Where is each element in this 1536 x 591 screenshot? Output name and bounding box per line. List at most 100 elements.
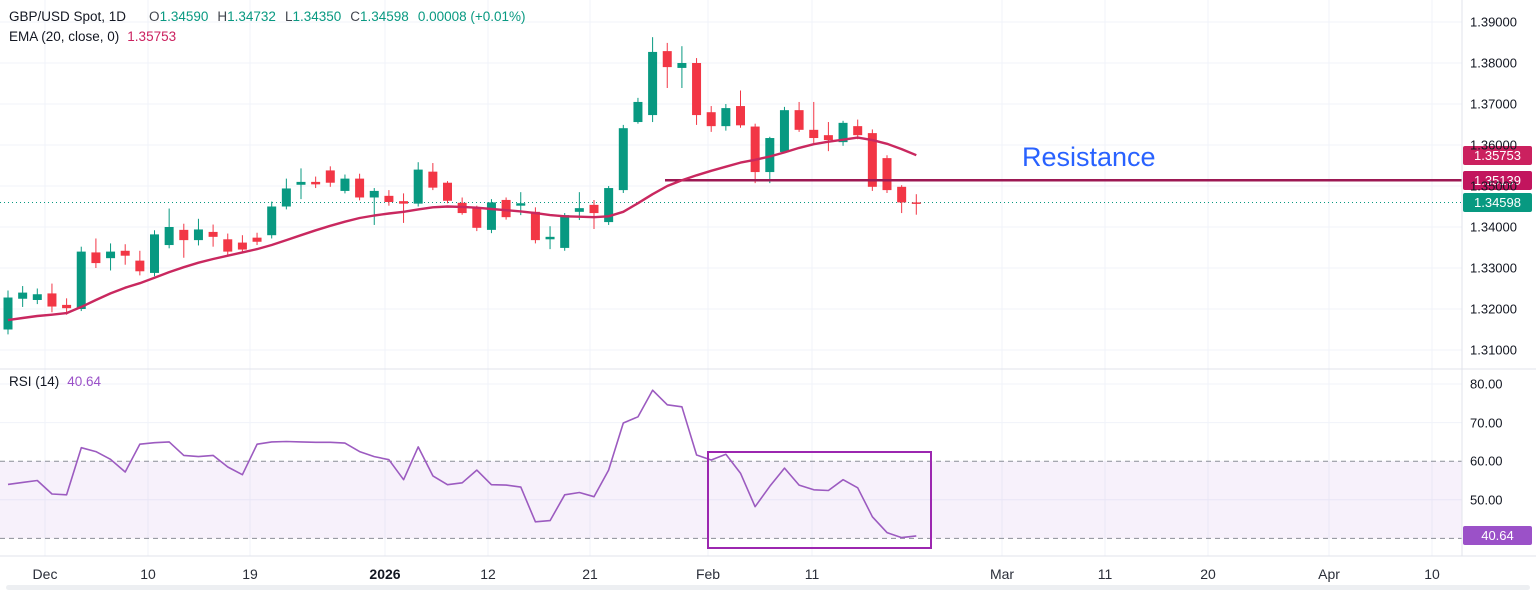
rsi-legend-row[interactable]: RSI (14) 40.64: [9, 374, 101, 389]
candle-body: [794, 110, 804, 130]
price-axis-label: 1.35000: [1470, 178, 1517, 194]
candle: [882, 155, 892, 193]
candle-body: [193, 229, 203, 241]
candle-body: [76, 251, 86, 309]
candle: [736, 90, 745, 128]
candle-body: [560, 215, 570, 248]
candle-body: [882, 158, 892, 191]
time-axis-label: Feb: [695, 566, 721, 582]
candle: [208, 224, 218, 247]
candle-body: [135, 260, 145, 272]
rsi-axis-label: 50.00: [1470, 492, 1503, 508]
candle-body: [355, 178, 365, 198]
time-scrollbar[interactable]: [6, 585, 1530, 590]
candle: [267, 201, 277, 239]
candle-body: [589, 204, 599, 214]
candle-body: [823, 135, 833, 141]
candle-body: [486, 202, 496, 230]
candle-body: [472, 208, 482, 228]
candle: [838, 120, 848, 146]
candle-body: [633, 101, 643, 123]
candle-body: [516, 203, 526, 206]
candle: [135, 250, 145, 276]
candle-body: [911, 202, 921, 204]
candle-body: [736, 106, 745, 126]
candle-body: [296, 181, 306, 185]
candle: [281, 178, 291, 210]
rsi-value-badge: 40.64: [1463, 526, 1532, 546]
rsi-highlight-rectangle[interactable]: [707, 451, 932, 549]
candle-body: [399, 201, 409, 204]
rsi-legend-label: RSI (14): [9, 374, 60, 389]
resistance-annotation-label[interactable]: Resistance: [1022, 142, 1156, 172]
rsi-axis-label: 60.00: [1470, 453, 1503, 469]
price-axis-label: 1.34000: [1470, 219, 1517, 235]
candle: [369, 188, 379, 225]
candle-body: [779, 110, 789, 152]
candle: [545, 226, 555, 250]
ema-legend-value: 1.35753: [127, 29, 177, 44]
candle-body: [530, 211, 540, 241]
ema-legend-label: EMA (20, close, 0): [9, 29, 120, 44]
rsi-legend-value: 40.64: [67, 374, 102, 389]
price-axis-label: 1.39000: [1470, 14, 1517, 30]
candle: [443, 181, 452, 204]
candle: [794, 101, 804, 132]
candle: [648, 37, 658, 123]
candle-body: [120, 250, 130, 256]
ema-value-badge: 1.35753: [1463, 145, 1532, 165]
rsi-line: [7, 389, 917, 539]
candle-body: [18, 292, 28, 299]
candle-body: [706, 112, 716, 127]
symbol-legend-row[interactable]: GBP/USD Spot, 1D O1.34590 H1.34732 L1.34350…: [9, 7, 526, 27]
candle-body: [325, 170, 335, 183]
low-value: 1.34350: [292, 9, 342, 24]
ema-legend-row[interactable]: EMA (20, close, 0) 1.35753: [9, 27, 526, 47]
close-value: 1.34598: [360, 9, 409, 24]
symbol-title[interactable]: GBP/USD Spot, 1D: [9, 9, 127, 24]
candle: [340, 174, 350, 194]
candle: [809, 101, 819, 143]
price-axis-label: 1.38000: [1470, 55, 1517, 71]
candle: [618, 124, 628, 193]
rsi-axis-label: 80.00: [1470, 376, 1503, 392]
candle: [179, 223, 189, 258]
candle: [677, 46, 687, 89]
candle-body: [765, 138, 775, 173]
candle: [765, 136, 775, 184]
candle: [662, 42, 672, 89]
candle-body: [692, 63, 702, 116]
candle-body: [281, 188, 291, 207]
candle-body: [164, 227, 174, 246]
candle-body: [150, 234, 159, 273]
candle: [897, 185, 907, 214]
candle-body: [91, 252, 101, 264]
candle: [853, 119, 863, 140]
candle-body: [648, 51, 658, 116]
candle-body: [721, 108, 731, 127]
candle: [311, 176, 321, 189]
candle: [223, 233, 233, 257]
candle-body: [32, 294, 42, 300]
candle-body: [223, 239, 233, 252]
candle-body: [208, 231, 218, 237]
candle-body: [3, 297, 13, 330]
candle-body: [662, 51, 672, 68]
candle: [252, 232, 262, 246]
main-legend[interactable]: GBP/USD Spot, 1D O1.34590 H1.34732 L1.34350…: [9, 7, 526, 47]
candle-body: [237, 242, 247, 250]
candle: [823, 122, 833, 152]
candle: [296, 168, 306, 200]
candle-body: [867, 133, 877, 187]
candle: [3, 290, 13, 335]
candle: [472, 205, 482, 232]
high-value: 1.34732: [227, 9, 276, 24]
time-axis-label: 12: [480, 566, 496, 582]
candle: [779, 106, 789, 154]
candle: [384, 190, 394, 206]
open-letter: O: [149, 9, 160, 24]
candle-body: [443, 182, 452, 201]
candle: [150, 230, 159, 277]
